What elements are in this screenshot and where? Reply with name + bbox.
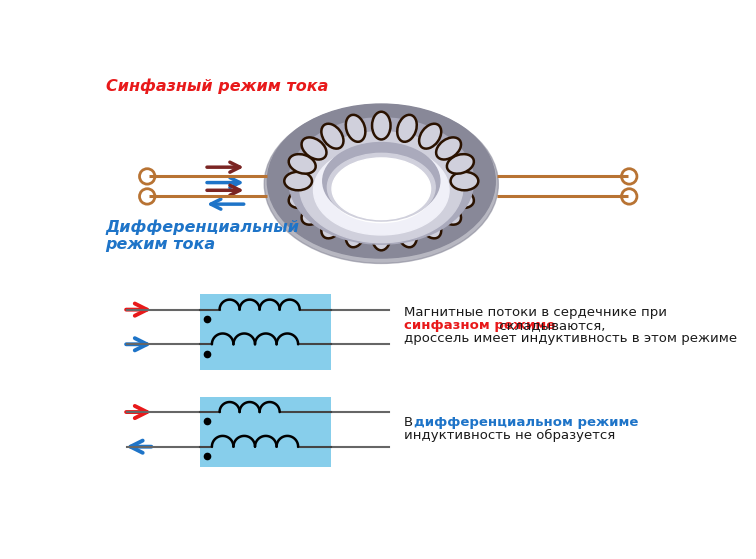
Ellipse shape — [372, 222, 391, 250]
Text: Дифференциальный
режим тока: Дифференциальный режим тока — [106, 220, 299, 253]
Ellipse shape — [289, 188, 316, 208]
Ellipse shape — [284, 172, 312, 190]
Ellipse shape — [332, 158, 431, 220]
Ellipse shape — [419, 214, 442, 238]
Text: синфазном режиме: синфазном режиме — [404, 319, 556, 332]
Ellipse shape — [299, 132, 463, 243]
Text: Магнитные потоки в сердечнике при: Магнитные потоки в сердечнике при — [404, 306, 668, 319]
Ellipse shape — [302, 202, 327, 225]
Bar — [200, 294, 331, 369]
Ellipse shape — [447, 188, 474, 208]
Ellipse shape — [327, 153, 435, 221]
Ellipse shape — [345, 220, 365, 247]
Ellipse shape — [289, 118, 474, 244]
Text: складываются,: складываются, — [495, 319, 606, 332]
Bar — [200, 397, 331, 467]
Text: дроссель имеет индуктивность в этом режиме: дроссель имеет индуктивность в этом режи… — [404, 332, 738, 345]
Ellipse shape — [314, 146, 449, 235]
Ellipse shape — [447, 154, 474, 174]
Text: дифференциальном режиме: дифференциальном режиме — [414, 416, 639, 429]
Ellipse shape — [372, 112, 391, 139]
Ellipse shape — [321, 214, 343, 238]
Ellipse shape — [321, 124, 343, 149]
Ellipse shape — [268, 104, 495, 258]
Ellipse shape — [436, 138, 461, 159]
Ellipse shape — [302, 138, 327, 159]
Ellipse shape — [323, 143, 440, 220]
Ellipse shape — [329, 155, 434, 222]
Text: В: В — [404, 416, 418, 429]
Ellipse shape — [265, 105, 498, 263]
Ellipse shape — [345, 115, 365, 142]
Ellipse shape — [451, 172, 479, 190]
Text: Синфазный режим тока: Синфазный режим тока — [106, 79, 328, 94]
Ellipse shape — [419, 124, 442, 149]
Ellipse shape — [397, 115, 417, 142]
Ellipse shape — [289, 154, 316, 174]
Text: индуктивность не образуется: индуктивность не образуется — [404, 429, 615, 442]
Ellipse shape — [436, 202, 461, 225]
Ellipse shape — [397, 220, 417, 247]
